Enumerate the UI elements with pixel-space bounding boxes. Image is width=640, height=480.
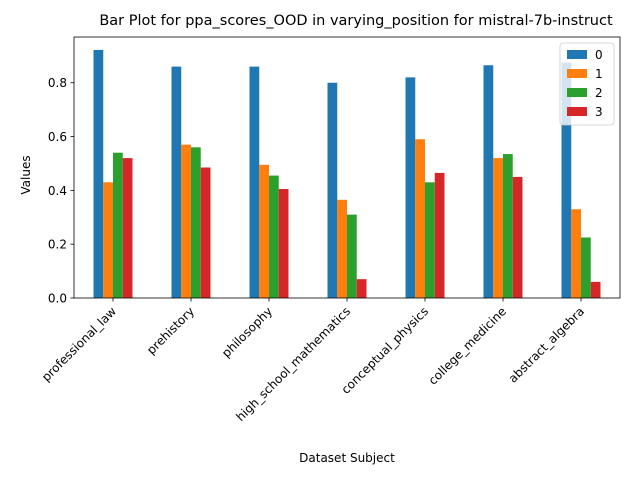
y-tick-label: 0.2: [48, 238, 67, 252]
bar-series-2-prehistory: [191, 147, 201, 298]
x-tick-label: professional_law: [39, 304, 119, 384]
plot-area: [93, 49, 601, 299]
legend: 0 1 2 3: [559, 42, 615, 126]
x-tick-label: philosophy: [219, 304, 275, 360]
x-tick-label: college_medicine: [426, 304, 509, 387]
bar-series-0-professional_law: [93, 49, 104, 298]
legend-box: [559, 42, 615, 126]
x-tick-label: prehistory: [144, 304, 197, 357]
bar-series-3-college_medicine: [512, 176, 523, 298]
x-axis: professional_law prehistory philosophyhigh…: [39, 298, 587, 424]
bar-series-1-professional_law: [103, 182, 113, 298]
bar-series-1-college_medicine: [493, 158, 503, 298]
bar-series-3-prehistory: [200, 167, 211, 298]
bar-series-0-conceptual_physics: [405, 77, 416, 298]
bar-series-0-high_school_mathematics: [327, 82, 338, 299]
bar-series-2-abstract_algebra: [581, 237, 591, 298]
legend-swatch-1: [567, 69, 587, 78]
bar-series-3-philosophy: [278, 189, 289, 298]
bar-series-2-philosophy: [269, 175, 279, 298]
y-tick-label: 0.0: [48, 292, 67, 306]
legend-swatch-2: [567, 88, 587, 97]
bar-series-0-philosophy: [249, 66, 260, 298]
legend-label-1: 1: [595, 67, 603, 81]
bar-series-0-prehistory: [171, 66, 182, 298]
legend-swatch-3: [567, 107, 587, 116]
bar-series-2-conceptual_physics: [425, 182, 435, 298]
bar-series-3-abstract_algebra: [590, 281, 601, 298]
y-tick-label: 0.4: [48, 184, 67, 198]
bar-series-3-conceptual_physics: [434, 172, 445, 298]
bar-series-1-conceptual_physics: [415, 139, 425, 298]
bar-series-3-high_school_mathematics: [356, 279, 367, 298]
bar-series-1-abstract_algebra: [571, 209, 581, 298]
bar-series-3-professional_law: [122, 158, 133, 298]
bar-series-2-high_school_mathematics: [347, 214, 357, 298]
legend-swatch-0: [567, 50, 587, 59]
legend-label-0: 0: [595, 48, 603, 62]
y-axis-label: Values: [19, 155, 33, 194]
bar-series-2-professional_law: [113, 152, 123, 298]
bar-series-1-philosophy: [259, 164, 269, 298]
chart-title: Bar Plot for ppa_scores_OOD in varying_p…: [99, 13, 613, 29]
bar-series-1-prehistory: [181, 144, 191, 298]
bar-series-2-college_medicine: [503, 154, 513, 298]
bar-series-0-college_medicine: [483, 65, 494, 298]
bar-series-1-high_school_mathematics: [337, 199, 347, 298]
bar-series-0-abstract_algebra: [561, 62, 572, 299]
x-tick-label: conceptual_physics: [339, 304, 432, 397]
x-axis-label: Dataset Subject: [299, 451, 395, 465]
y-tick-label: 0.6: [48, 130, 67, 144]
legend-label-3: 3: [595, 105, 603, 119]
y-tick-label: 0.8: [48, 76, 67, 90]
x-tick-label: abstract_algebra: [506, 304, 587, 385]
y-axis: 0.0 0.2 0.4 0.6 0.8: [48, 76, 74, 306]
legend-label-2: 2: [595, 86, 603, 100]
